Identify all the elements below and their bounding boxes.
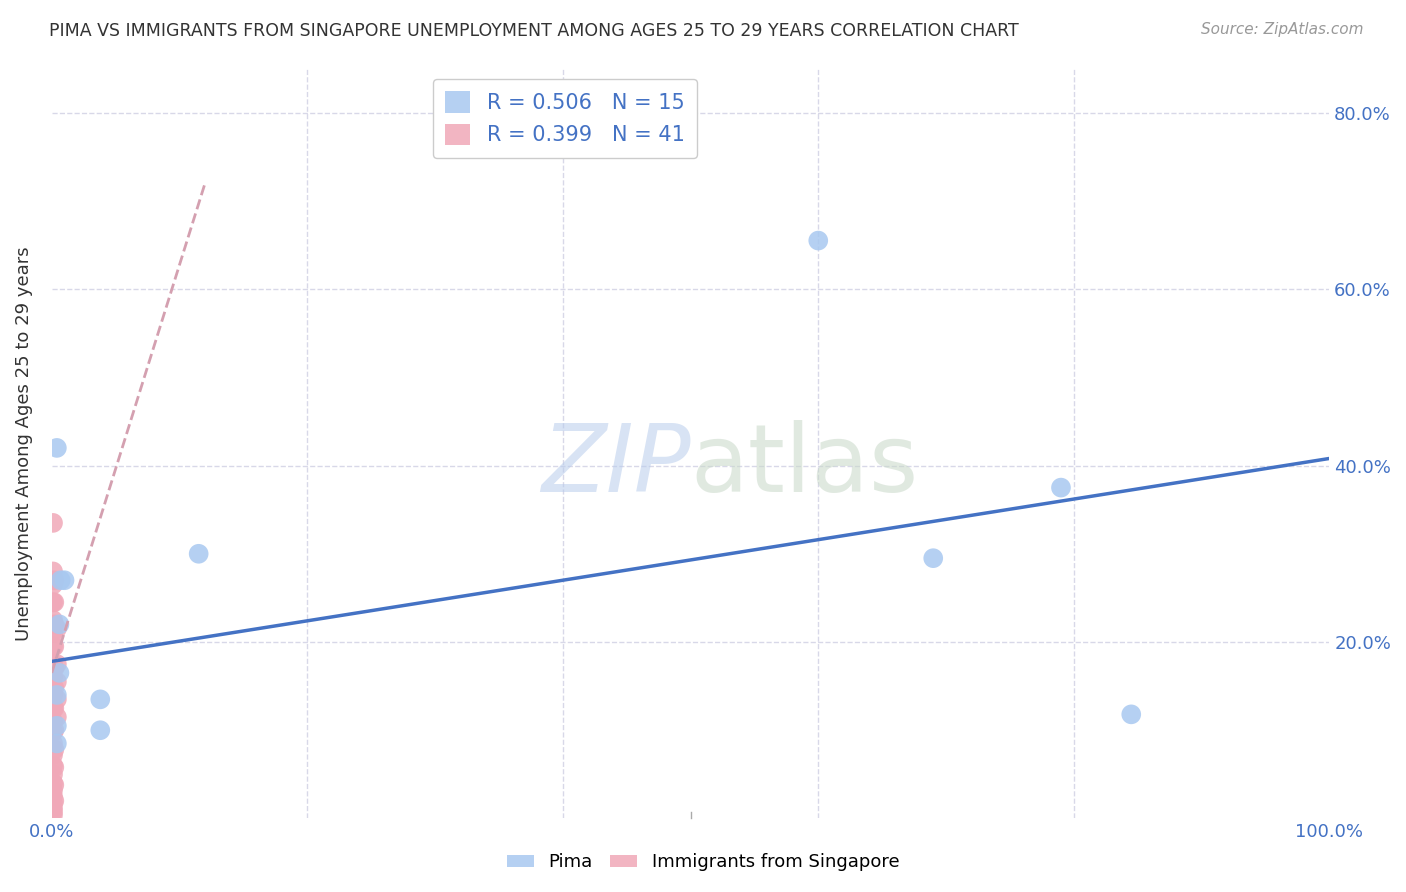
Point	[44, 595, 66, 609]
Point	[44, 640, 66, 654]
Legend: R = 0.506   N = 15, R = 0.399   N = 41: R = 0.506 N = 15, R = 0.399 N = 41	[433, 78, 697, 158]
Point	[42, 776, 65, 790]
Point	[44, 661, 66, 675]
Point	[42, 565, 65, 579]
Point	[89, 723, 111, 738]
Point	[42, 688, 65, 702]
Point	[45, 674, 67, 689]
Point	[1121, 707, 1143, 722]
Point	[42, 701, 65, 715]
Point	[42, 805, 65, 819]
Point	[44, 723, 66, 738]
Point	[42, 657, 65, 671]
Point	[42, 736, 65, 750]
Point	[45, 719, 67, 733]
Point	[42, 670, 65, 684]
Point	[42, 808, 65, 822]
Legend: Pima, Immigrants from Singapore: Pima, Immigrants from Singapore	[499, 847, 907, 879]
Point	[45, 736, 67, 750]
Y-axis label: Unemployment Among Ages 25 to 29 years: Unemployment Among Ages 25 to 29 years	[15, 246, 32, 640]
Point	[44, 778, 66, 792]
Point	[42, 758, 65, 772]
Point	[44, 794, 66, 808]
Point	[42, 767, 65, 781]
Point	[45, 622, 67, 636]
Point	[42, 626, 65, 640]
Point	[42, 725, 65, 739]
Point	[42, 640, 65, 654]
Point	[48, 665, 70, 680]
Point	[89, 692, 111, 706]
Point	[45, 710, 67, 724]
Point	[42, 613, 65, 627]
Point	[48, 617, 70, 632]
Point	[44, 701, 66, 715]
Point	[42, 747, 65, 762]
Point	[44, 681, 66, 695]
Point	[45, 688, 67, 702]
Text: Source: ZipAtlas.com: Source: ZipAtlas.com	[1201, 22, 1364, 37]
Point	[187, 547, 209, 561]
Point	[922, 551, 945, 566]
Point	[49, 573, 72, 587]
Text: atlas: atlas	[690, 420, 918, 512]
Text: PIMA VS IMMIGRANTS FROM SINGAPORE UNEMPLOYMENT AMONG AGES 25 TO 29 YEARS CORRELA: PIMA VS IMMIGRANTS FROM SINGAPORE UNEMPL…	[49, 22, 1019, 40]
Point	[807, 234, 830, 248]
Point	[44, 573, 66, 587]
Text: ZIP: ZIP	[541, 420, 690, 511]
Point	[42, 577, 65, 591]
Point	[45, 441, 67, 455]
Point	[42, 789, 65, 804]
Point	[44, 617, 66, 632]
Point	[45, 692, 67, 706]
Point	[42, 783, 65, 797]
Point	[44, 742, 66, 756]
Point	[42, 801, 65, 815]
Point	[45, 657, 67, 671]
Point	[53, 573, 76, 587]
Point	[42, 714, 65, 729]
Point	[42, 516, 65, 530]
Point	[44, 760, 66, 774]
Point	[42, 796, 65, 810]
Point	[42, 595, 65, 609]
Point	[1050, 481, 1073, 495]
